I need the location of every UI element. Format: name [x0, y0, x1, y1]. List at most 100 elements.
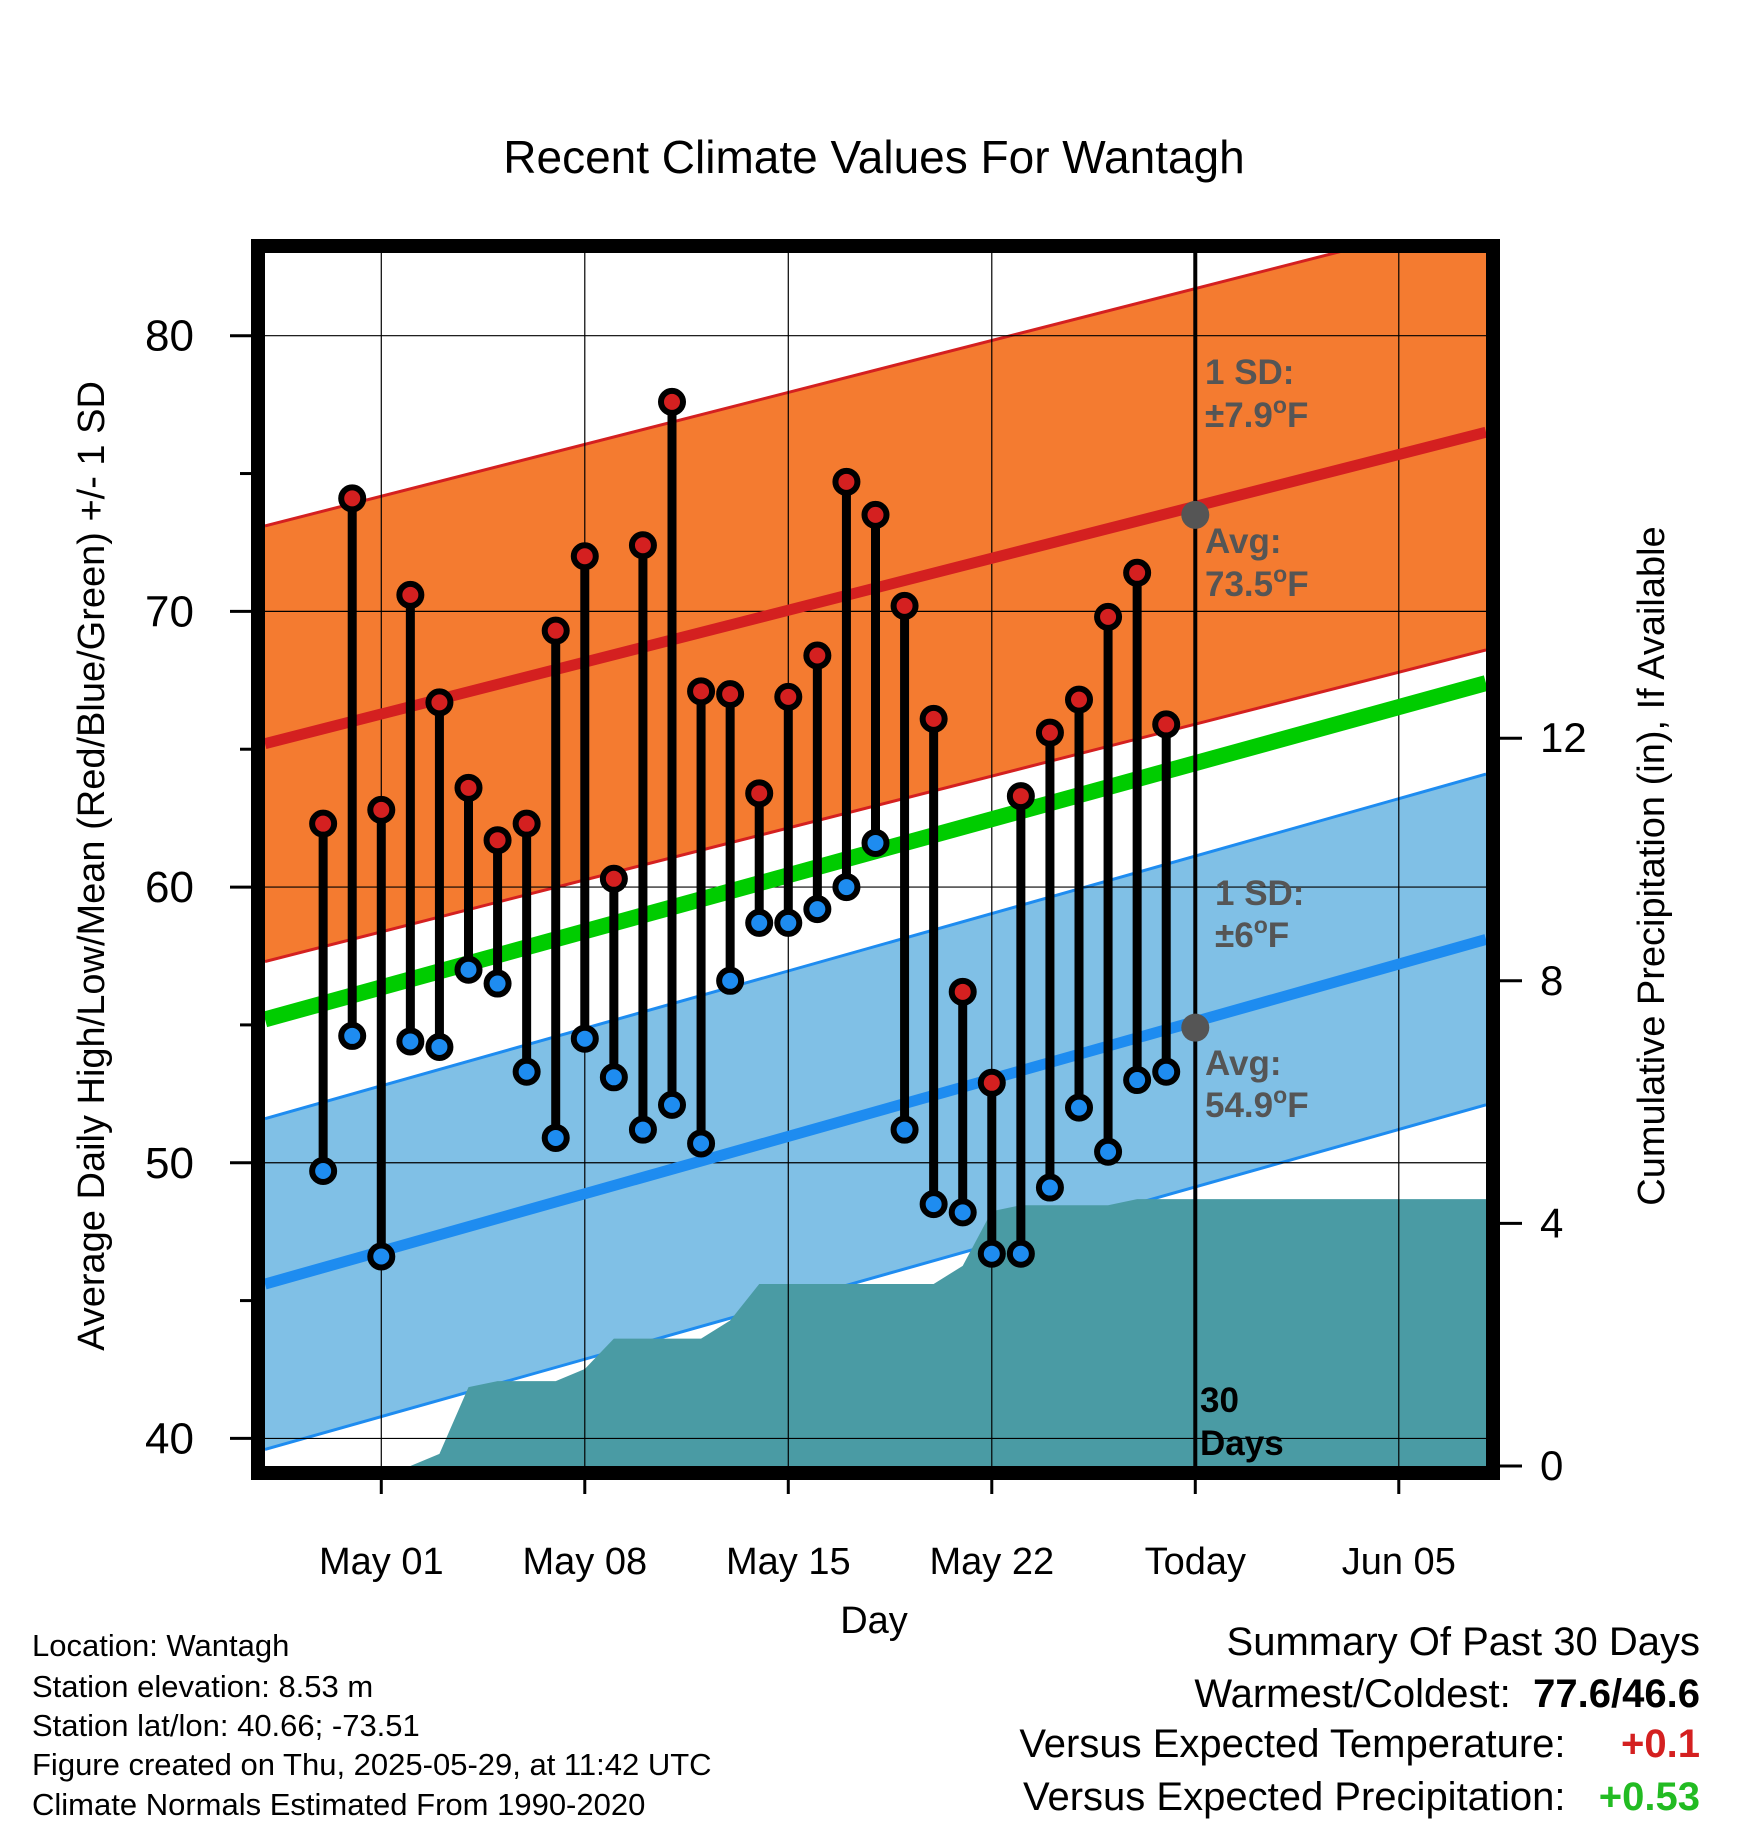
daily-low-point	[309, 1157, 338, 1186]
x-tick-label: May 08	[522, 1541, 647, 1583]
precip-vs-expected-label: Versus Expected Precipitation:	[1023, 1775, 1566, 1819]
daily-high-point	[803, 641, 832, 670]
created-text: Figure created on Thu, 2025-05-29, at 11…	[32, 1747, 712, 1782]
y-left-tick-label: 50	[145, 1139, 194, 1188]
daily-high-point	[1006, 782, 1035, 811]
daily-high-point	[1123, 558, 1152, 587]
y-right-tick-label: 12	[1540, 714, 1587, 761]
daily-high-point	[512, 809, 541, 838]
daily-high-point	[338, 484, 367, 513]
cumulative-precip-area	[265, 1199, 1486, 1466]
precip-vs-expected-value: +0.53	[1598, 1775, 1700, 1819]
high-avg-value: 73.5oF	[1205, 561, 1309, 604]
low-avg-label: Avg:	[1205, 1044, 1281, 1083]
daily-low-point	[919, 1190, 948, 1219]
daily-high-point	[658, 387, 686, 416]
daily-high-point	[454, 773, 483, 802]
low-sd-band-upper-edge	[265, 772, 1486, 1121]
daily-low-point	[367, 1242, 396, 1271]
daily-high-point	[309, 809, 338, 838]
daily-low-point	[628, 1115, 657, 1144]
daily-low-point	[745, 908, 774, 937]
high-sd-band-upper-edge	[265, 253, 1341, 528]
daily-low-point	[803, 895, 832, 924]
daily-low-point	[832, 873, 861, 902]
warm-cold-label: Warmest/Coldest:	[1194, 1672, 1511, 1716]
normals-period-text: Climate Normals Estimated From 1990-2020	[32, 1787, 646, 1822]
y-left-tick-label: 60	[145, 863, 194, 912]
daily-high-point	[570, 542, 599, 571]
daily-low-point	[425, 1032, 454, 1061]
daily-low-point	[861, 828, 890, 857]
daily-high-point	[541, 616, 570, 645]
daily-high-point	[919, 704, 948, 733]
daily-low-point	[338, 1021, 367, 1050]
x-tick-label: Jun 05	[1342, 1541, 1456, 1583]
daily-high-point	[948, 977, 977, 1006]
daily-high-point	[628, 531, 657, 560]
daily-low-point	[512, 1057, 541, 1086]
temp-vs-expected-value: +0.1	[1621, 1722, 1700, 1766]
daily-low-point	[1065, 1093, 1093, 1122]
low-avg-today-marker	[1181, 1013, 1210, 1042]
window-days-number: 30	[1200, 1381, 1239, 1420]
daily-high-point	[745, 779, 774, 808]
x-tick-label: May 15	[726, 1541, 851, 1583]
summary-precip: Versus Expected Precipitation: +0.53	[1023, 1775, 1700, 1820]
low-avg-value: 54.9oF	[1205, 1082, 1309, 1125]
daily-high-point	[599, 864, 628, 893]
elevation-text: Station elevation: 8.53 m	[32, 1669, 374, 1704]
daily-high-point	[774, 682, 803, 711]
low-sd-label: 1 SD:	[1215, 874, 1304, 913]
daily-high-point	[1094, 602, 1123, 631]
low-sd-value: ±6oF	[1215, 912, 1289, 955]
summary-warm-cold: Warmest/Coldest: 77.6/46.6	[1194, 1672, 1700, 1717]
daily-low-point	[890, 1115, 919, 1144]
y-left-tick-label: 40	[145, 1414, 194, 1463]
daily-low-point	[541, 1123, 570, 1152]
daily-high-point	[890, 591, 919, 620]
daily-low-point	[1094, 1137, 1123, 1166]
daily-low-point	[1035, 1173, 1064, 1202]
temp-vs-expected-label: Versus Expected Temperature:	[1019, 1722, 1566, 1766]
daily-low-point	[1006, 1239, 1035, 1268]
high-avg-today-marker	[1181, 500, 1210, 529]
y-right-tick-label: 4	[1540, 1199, 1563, 1246]
daily-low-point	[396, 1027, 425, 1056]
daily-low-point	[483, 969, 512, 998]
low-normal-line	[265, 934, 1486, 1290]
daily-high-point	[861, 500, 890, 529]
daily-low-point	[570, 1024, 599, 1053]
high-sd-value: ±7.9oF	[1205, 392, 1308, 435]
daily-high-point	[483, 826, 512, 855]
high-sd-label: 1 SD:	[1205, 353, 1294, 392]
daily-high-point	[716, 680, 745, 709]
location-text: Location: Wantagh	[32, 1628, 290, 1663]
daily-high-point	[1035, 718, 1064, 747]
daily-high-point	[425, 688, 454, 717]
y-left-tick-label: 80	[145, 312, 194, 361]
high-avg-label: Avg:	[1205, 522, 1281, 561]
daily-low-point	[599, 1063, 628, 1092]
daily-high-point	[832, 467, 861, 496]
daily-low-point	[1152, 1057, 1181, 1086]
y-right-tick-label: 0	[1540, 1442, 1563, 1489]
daily-high-point	[977, 1068, 1006, 1097]
daily-high-point	[1152, 710, 1181, 739]
y-axis-left-label: Average Daily High/Low/Mean (Red/Blue/Gr…	[71, 381, 113, 1351]
daily-high-point	[1065, 685, 1093, 714]
warm-cold-value: 77.6/46.6	[1533, 1672, 1700, 1716]
latlon-text: Station lat/lon: 40.66; -73.51	[32, 1708, 420, 1743]
daily-high-point	[396, 580, 425, 609]
x-tick-label: Today	[1145, 1541, 1246, 1583]
daily-high-point	[367, 795, 396, 824]
daily-high-point	[687, 677, 716, 706]
y-axis-right-label: Cumulative Precipitation (in), If Availa…	[1631, 526, 1673, 1205]
y-right-tick-label: 8	[1540, 957, 1563, 1004]
x-tick-label: May 22	[929, 1541, 1054, 1583]
summary-title: Summary Of Past 30 Days	[1226, 1620, 1700, 1664]
daily-low-point	[1123, 1066, 1152, 1095]
daily-low-point	[774, 908, 803, 937]
daily-low-point	[658, 1090, 686, 1119]
